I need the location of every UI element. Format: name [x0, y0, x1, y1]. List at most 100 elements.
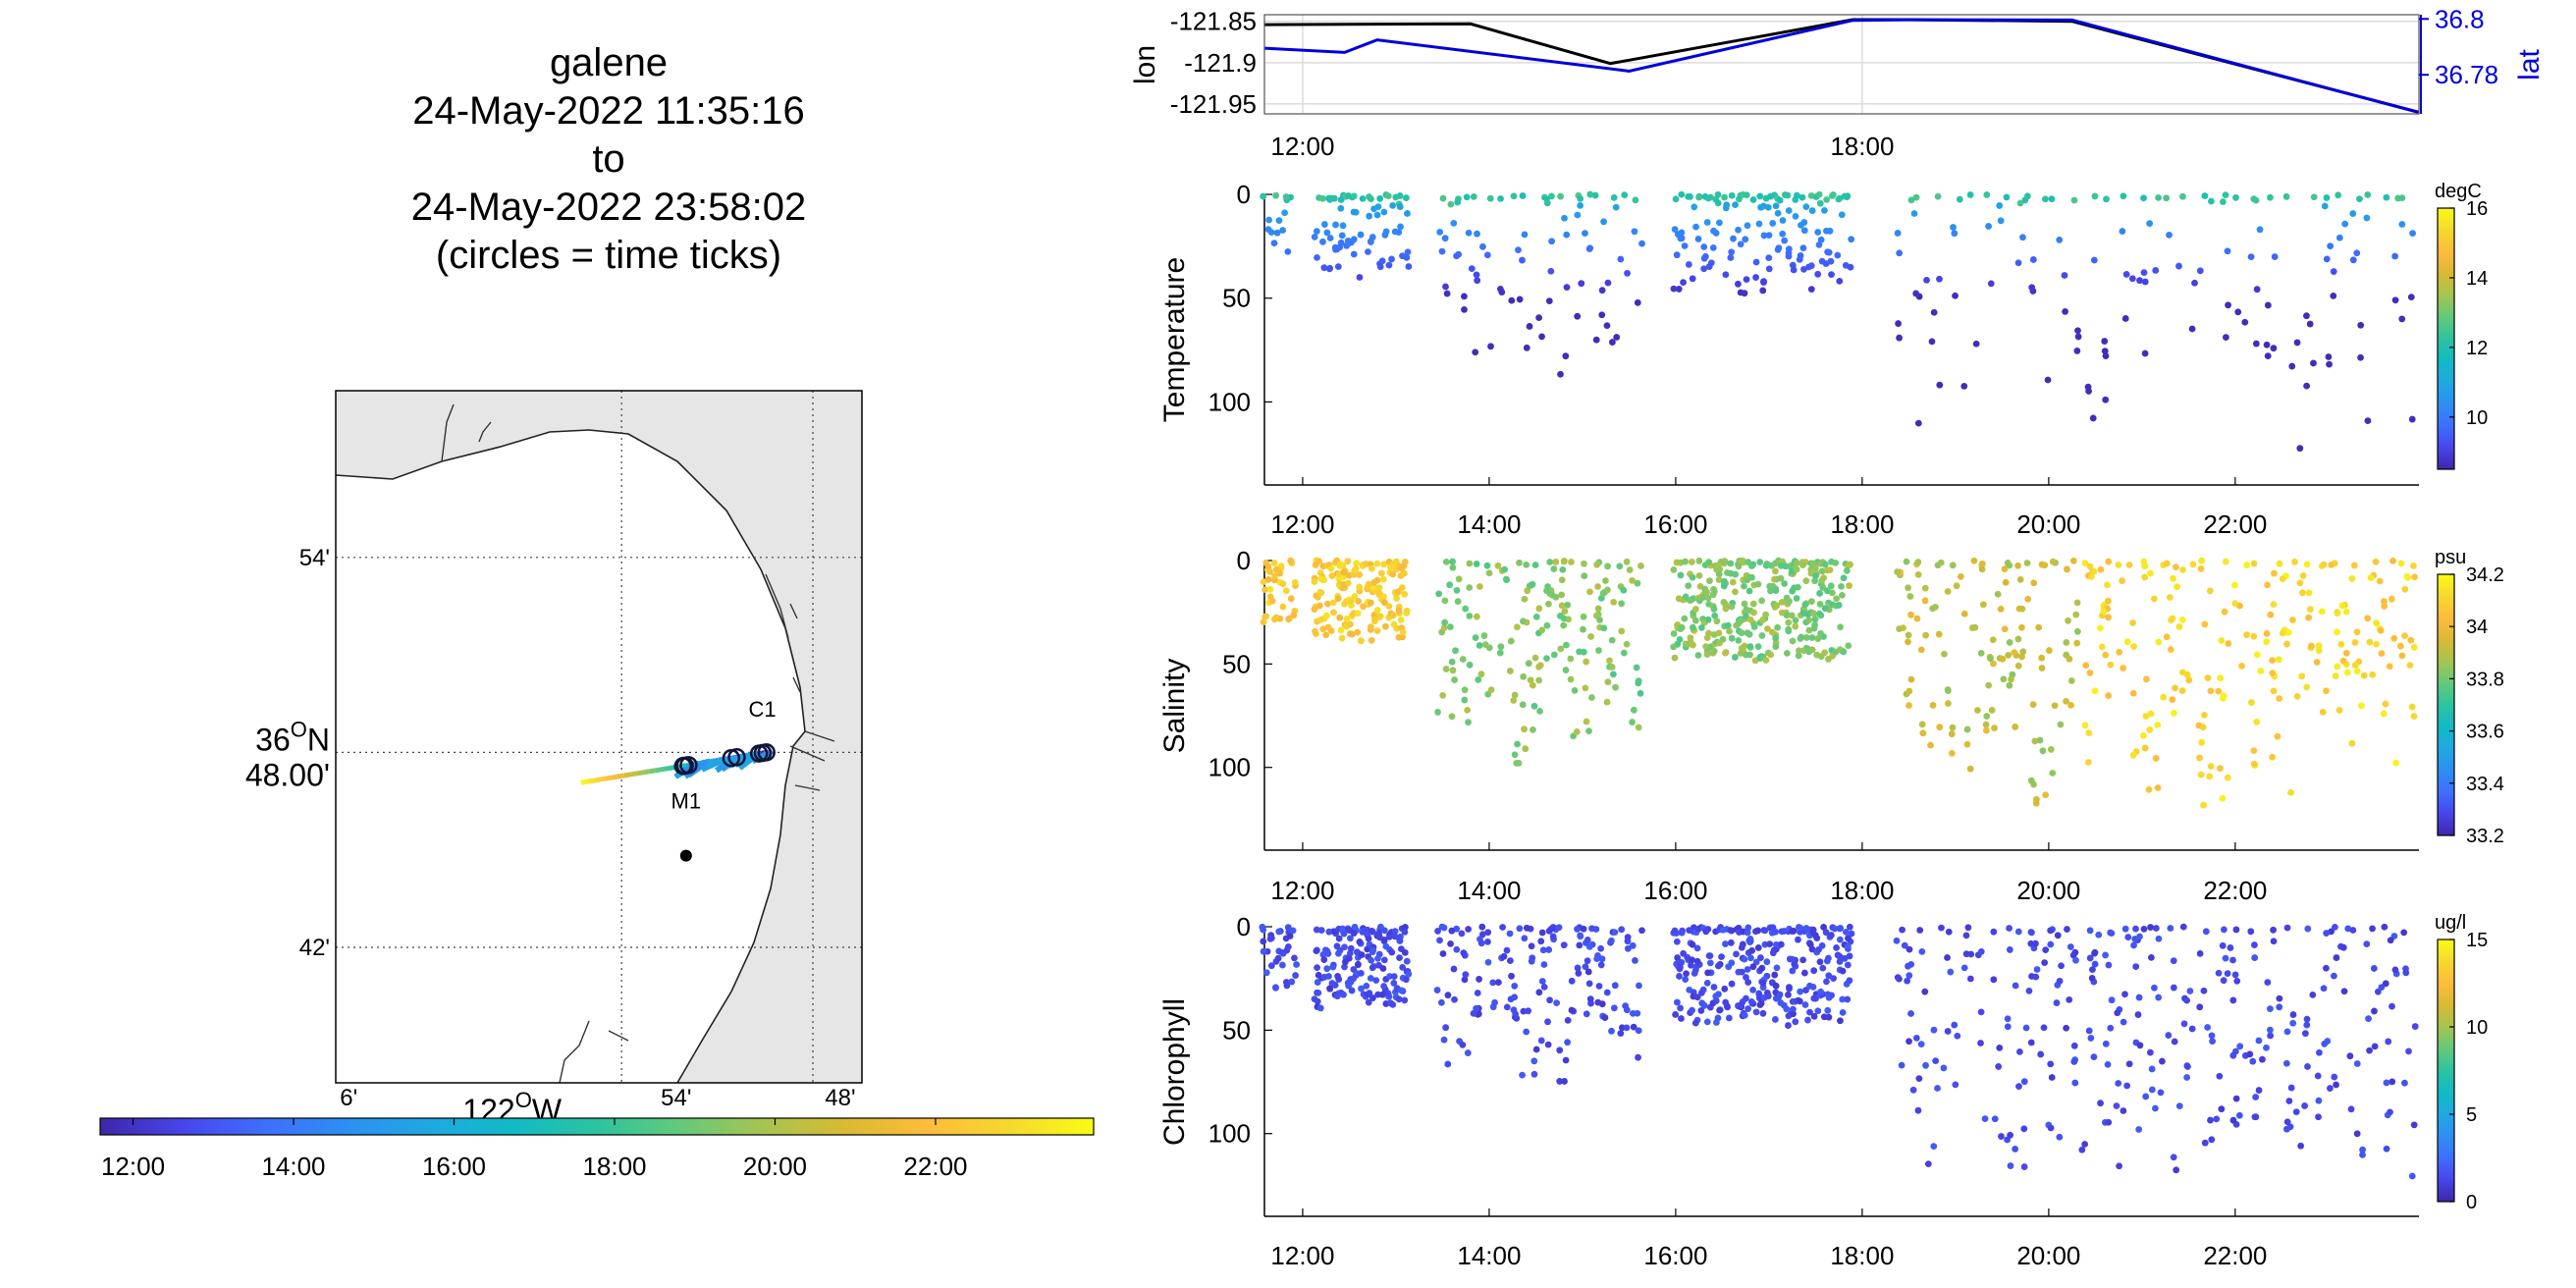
scatter-point [1777, 940, 1785, 948]
scatter-point [2141, 744, 2149, 752]
scatter-point [2119, 577, 2126, 585]
scatter-point [1337, 204, 1345, 212]
scatter-point [1834, 951, 1842, 959]
scatter-point [1616, 563, 1624, 570]
scatter-point [2360, 671, 2368, 679]
scatter-point [1287, 595, 1295, 603]
scatter-point [2047, 940, 2055, 948]
colorbar-tick-label: 10 [2466, 1017, 2488, 1039]
scatter-point [2306, 320, 2314, 328]
scatter-point [1483, 562, 1491, 569]
scatter-point [1442, 283, 1449, 291]
scatter-point [2267, 193, 2274, 201]
panel-y-tick-label: 50 [1222, 284, 1251, 313]
scatter-point [2333, 1081, 2339, 1089]
scatter-point [1810, 610, 1817, 617]
scatter-point [2267, 611, 2275, 618]
scatter-point [1781, 191, 1789, 198]
scatter-point [2164, 560, 2171, 567]
scatter-point [1564, 601, 1572, 609]
colorbar-tick-label: 10 [2466, 407, 2488, 429]
scatter-point [2021, 196, 2029, 204]
scatter-point [1840, 574, 1848, 582]
scatter-point [1952, 292, 1959, 299]
scatter-point [2183, 671, 2191, 678]
scatter-point [1401, 590, 1409, 598]
scatter-point [2373, 640, 2381, 648]
scatter-point [1819, 964, 1827, 972]
scatter-point [1923, 276, 1930, 284]
scatter-point [1785, 207, 1793, 214]
scatter-point [1335, 935, 1343, 942]
scatter-point [1546, 590, 1554, 598]
scatter-point [1894, 974, 1902, 982]
scatter-point [1396, 933, 1404, 940]
scatter-point [1951, 230, 1959, 238]
scatter-point [1380, 927, 1388, 935]
scatter-point [1338, 634, 1346, 642]
scatter-point [1454, 198, 1462, 206]
scatter-point [1523, 1028, 1530, 1036]
scatter-point [2331, 560, 2338, 567]
scatter-point [1506, 930, 1514, 938]
scatter-point [1531, 654, 1539, 662]
panel-x-tick-label: 18:00 [1830, 510, 1894, 539]
scatter-point [1350, 192, 1358, 200]
scatter-point [1960, 964, 1968, 972]
scatter-point [1733, 950, 1740, 958]
scatter-point [2200, 801, 2207, 809]
scatter-point [1704, 926, 1712, 933]
scatter-point [1497, 194, 1504, 202]
scatter-point [1334, 973, 1341, 980]
scatter-point [1529, 681, 1536, 689]
scatter-point [1537, 1037, 1545, 1045]
scatter-point [1260, 578, 1267, 586]
scatter-point [1675, 595, 1683, 603]
scatter-point [1398, 584, 1406, 591]
scatter-point [2386, 663, 2393, 671]
scatter-point [1563, 641, 1570, 649]
scatter-point [1315, 989, 1322, 996]
scatter-point [1529, 580, 1536, 588]
scatter-point [1522, 745, 1530, 753]
scatter-point [1678, 958, 1686, 966]
scatter-point [1561, 558, 1568, 564]
scatter-point [1716, 219, 1723, 227]
scatter-point [2035, 623, 2043, 631]
scatter-point [1596, 617, 1603, 623]
scatter-point [1732, 570, 1740, 578]
scatter-point [1729, 578, 1737, 586]
scatter-point [2179, 192, 2186, 200]
scatter-point [1448, 713, 1456, 721]
scatter-point [1705, 629, 1712, 637]
scatter-point [1472, 349, 1479, 356]
panel-y-tick-label: 50 [1222, 1015, 1251, 1045]
scatter-point [1996, 202, 2004, 209]
scatter-point [1805, 626, 1813, 634]
scatter-point [1535, 663, 1542, 671]
scatter-point [1794, 191, 1800, 199]
scatter-point [2293, 339, 2301, 347]
scatter-point [2066, 995, 2073, 1003]
scatter-point [2229, 1051, 2237, 1059]
scatter-point [2323, 255, 2331, 263]
scatter-point [1474, 230, 1480, 238]
scatter-point [1811, 616, 1819, 623]
scatter-point [2085, 1027, 2093, 1035]
scatter-point [2172, 684, 2178, 692]
scatter-point [1530, 725, 1536, 733]
scatter-point [1530, 702, 1538, 710]
scatter-point [2315, 647, 2323, 655]
scatter-point [1561, 1078, 1568, 1085]
scatter-point [1916, 927, 1924, 934]
scatter-point [2288, 362, 2296, 370]
scatter-point [1323, 965, 1331, 973]
scatter-point [1746, 936, 1754, 942]
scatter-point [1401, 928, 1409, 936]
scatter-point [1789, 637, 1797, 645]
scatter-point [1503, 1003, 1511, 1011]
scatter-point [2263, 630, 2271, 637]
scatter-point [1797, 251, 1804, 259]
scatter-point [1824, 248, 1832, 256]
scatter-point [2136, 277, 2143, 285]
